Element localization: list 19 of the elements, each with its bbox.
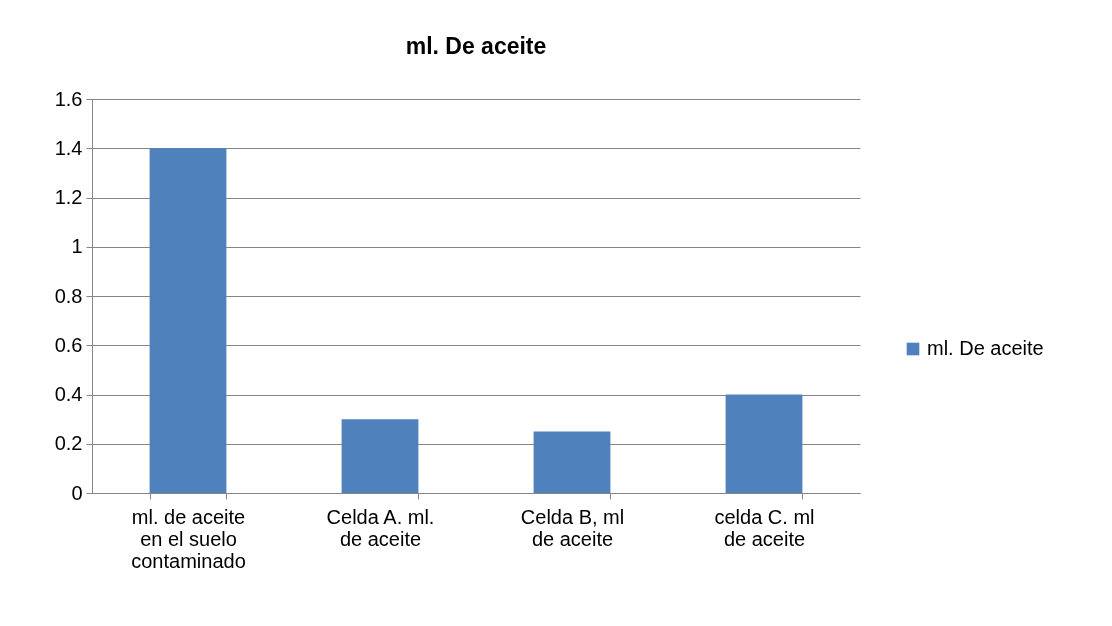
x-tick-label: ml. de aceite en el suelo contaminado bbox=[131, 505, 246, 572]
y-tick-label: 1 bbox=[71, 235, 83, 258]
bar bbox=[725, 394, 803, 493]
y-tick-label: 0.8 bbox=[54, 284, 83, 307]
y-tick-label: 0.2 bbox=[54, 432, 83, 455]
y-tick-label: 0.6 bbox=[54, 333, 83, 356]
x-tick-label: Celda A. ml. de aceite bbox=[326, 505, 435, 550]
bar bbox=[341, 419, 419, 493]
chart-title: ml. De aceite bbox=[405, 33, 547, 59]
bar bbox=[533, 431, 611, 493]
y-tick-label: 1.6 bbox=[54, 87, 83, 110]
y-tick-label: 0.4 bbox=[54, 383, 83, 405]
y-tick-label: 0 bbox=[71, 481, 83, 504]
y-tick-label: 1.2 bbox=[54, 186, 83, 208]
x-tick-label: Celda B, ml de aceite bbox=[520, 505, 625, 550]
bar bbox=[149, 148, 227, 493]
y-tick-label: 1.4 bbox=[54, 136, 83, 159]
x-tick-label: celda C. ml de aceite bbox=[714, 505, 815, 550]
legend-label: ml. De aceite bbox=[927, 337, 1044, 359]
